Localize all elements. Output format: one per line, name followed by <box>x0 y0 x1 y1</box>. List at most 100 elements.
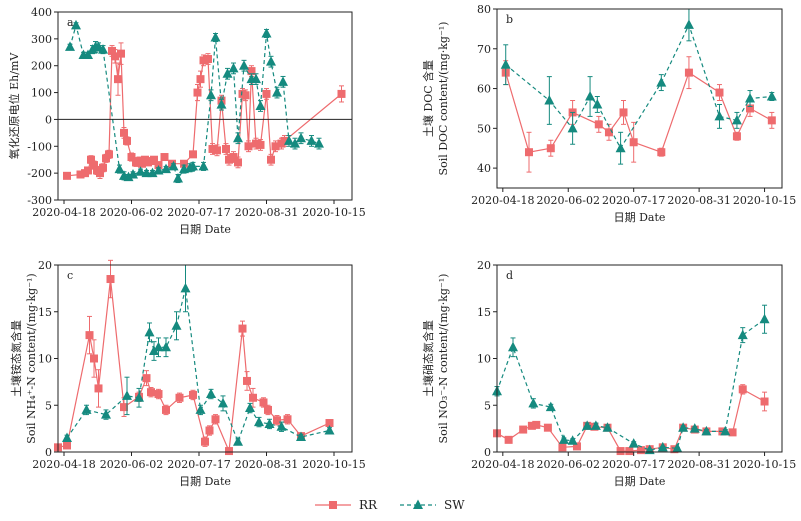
data-point-RR <box>504 435 513 444</box>
data-point-SW <box>314 138 324 148</box>
data-point-SW <box>714 110 725 121</box>
data-point-SW <box>255 100 266 110</box>
data-point-SW <box>218 397 228 408</box>
x-tick-label: 2020-04-18 <box>32 206 95 219</box>
y-tick-label: 20 <box>38 259 52 272</box>
y-tick-label: 20 <box>477 259 491 272</box>
y-axis-label: 土壤硝态氮含量 <box>421 320 435 397</box>
x-tick-label: 2020-04-18 <box>471 458 534 471</box>
legend-marker <box>329 501 337 509</box>
y-tick-label: 0 <box>45 113 52 126</box>
legend-marker <box>413 499 423 509</box>
data-point-RR <box>249 393 257 402</box>
series-line-RR <box>505 71 773 153</box>
panel-letter: a <box>67 16 74 29</box>
data-point-RR <box>189 390 197 399</box>
data-point-RR <box>280 136 289 145</box>
data-point-RR <box>619 108 628 117</box>
data-point-RR <box>527 421 536 430</box>
data-point-RR <box>732 132 741 141</box>
data-point-SW <box>239 60 249 70</box>
data-point-SW <box>656 77 667 87</box>
data-point-RR <box>616 447 625 456</box>
data-point-RR <box>94 384 103 393</box>
data-point-RR <box>90 354 98 363</box>
panel-letter: b <box>506 13 513 26</box>
data-point-RR <box>629 138 638 147</box>
y-axis-label: 土壤 DOC 含量 <box>421 60 435 137</box>
data-point-RR <box>201 437 209 446</box>
x-tick-label: 2020-07-17 <box>167 458 230 471</box>
x-axis-label: 日期 Date <box>614 211 666 224</box>
data-point-SW <box>766 91 777 101</box>
series-RR <box>501 56 776 173</box>
data-point-SW <box>251 73 261 84</box>
data-point-SW <box>135 166 146 176</box>
data-point-RR <box>204 55 212 63</box>
data-point-RR <box>87 155 95 164</box>
data-point-RR <box>252 139 260 148</box>
series-SW <box>65 19 324 184</box>
series-SW <box>62 264 335 446</box>
data-point-RR <box>625 447 634 456</box>
y-tick-label: 400 <box>31 6 52 19</box>
y-axis-label-english: Soil NO₃⁻-N content/(mg·kg⁻¹) <box>437 274 450 444</box>
data-point-SW <box>81 404 92 414</box>
data-point-RR <box>325 419 334 428</box>
data-point-SW <box>683 19 694 29</box>
series-line-RR <box>496 388 765 452</box>
data-point-RR <box>222 144 230 153</box>
data-point-RR <box>154 390 163 399</box>
x-tick-label: 2020-08-31 <box>235 458 298 471</box>
y-tick-label: 300 <box>31 33 52 46</box>
panel-letter: c <box>67 269 73 282</box>
data-point-SW <box>507 341 518 352</box>
data-point-SW <box>585 91 596 101</box>
data-point-SW <box>161 163 171 174</box>
data-point-SW <box>62 432 72 442</box>
y-tick-label: 50 <box>477 122 491 135</box>
data-point-SW <box>171 320 182 330</box>
y-tick-label: 60 <box>477 83 491 96</box>
data-point-SW <box>173 173 183 183</box>
y-axis-label: 土壤铵态氮含量 <box>9 320 23 397</box>
data-point-SW <box>672 442 683 453</box>
legend-item-SW: SW <box>400 498 465 512</box>
y-axis-label: 氧化还原电位 Eh/mV <box>7 52 21 160</box>
data-point-SW <box>296 431 306 442</box>
panel-a: -300 -200 -100 0 100 200 300 400 2020-04-18 2020-… <box>7 6 366 236</box>
y-tick-label: 100 <box>31 87 52 100</box>
x-tick-label: 2020-08-31 <box>235 206 298 219</box>
y-tick-label: 80 <box>477 3 491 16</box>
data-point-SW <box>123 171 134 182</box>
x-axis-label: 日期 Date <box>179 475 231 488</box>
y-tick-label: 10 <box>38 353 52 366</box>
x-tick-label: 2020-06-02 <box>100 458 163 471</box>
data-point-RR <box>767 116 776 125</box>
data-point-RR <box>746 104 755 113</box>
data-point-RR <box>127 153 136 162</box>
legend: RR SW <box>315 498 465 512</box>
data-point-RR <box>558 443 567 452</box>
data-point-RR <box>532 420 541 429</box>
data-point-SW <box>98 44 108 54</box>
data-point-SW <box>180 282 191 293</box>
y-tick-label: 10 <box>477 353 491 366</box>
data-point-SW <box>222 68 233 78</box>
data-point-SW <box>628 438 639 448</box>
panel-c: 0 5 10 15 20 2020-04-18 2020-06-02 2020-07-17 20… <box>9 259 366 488</box>
data-point-SW <box>144 326 155 337</box>
x-tick-label: 2020-04-18 <box>471 194 534 207</box>
data-point-RR <box>90 161 98 170</box>
data-point-RR <box>543 423 552 432</box>
data-point-RR <box>193 88 202 97</box>
data-point-SW <box>264 418 275 428</box>
y-tick-label: -300 <box>27 194 52 207</box>
data-point-SW <box>306 135 317 145</box>
data-point-RR <box>259 398 268 407</box>
data-point-SW <box>216 99 227 109</box>
data-point-SW <box>149 345 159 356</box>
data-point-SW <box>161 341 171 352</box>
data-point-RR <box>189 150 197 159</box>
data-point-RR <box>213 146 221 155</box>
